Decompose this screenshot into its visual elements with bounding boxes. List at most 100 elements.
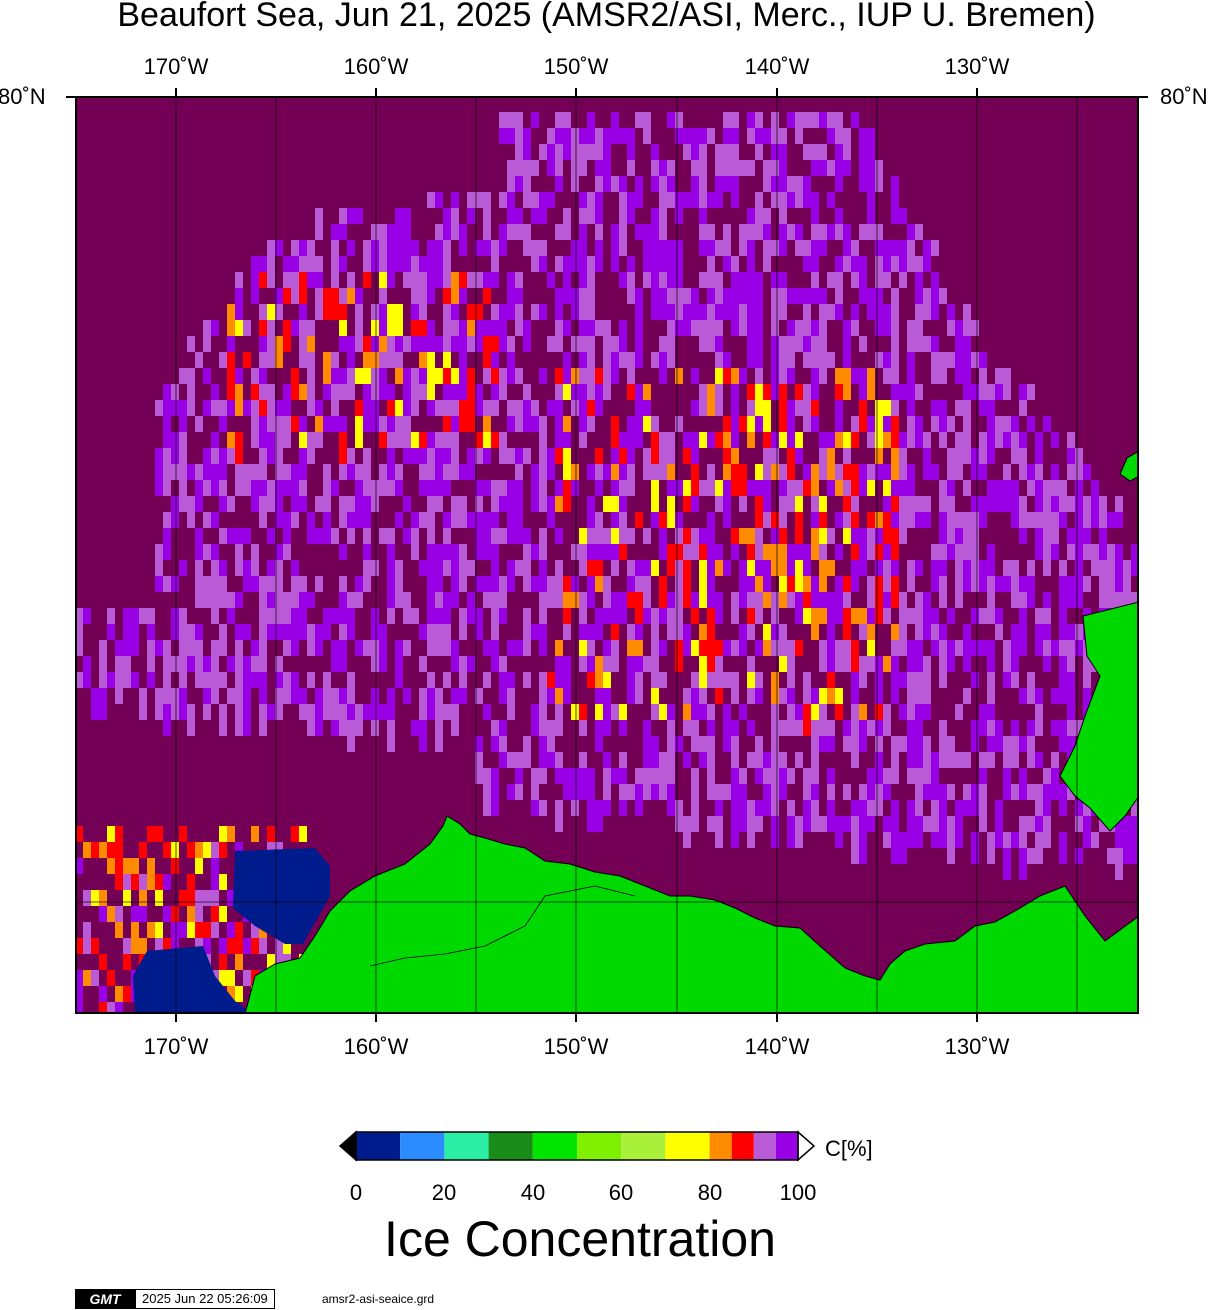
ice-pixel [571, 400, 579, 416]
ice-pixel [499, 576, 507, 608]
ice-pixel [851, 336, 859, 352]
ice-pixel [219, 704, 227, 736]
ice-pixel [907, 688, 915, 720]
ice-pixel [283, 256, 291, 272]
ice-pixel [443, 288, 451, 304]
ice-pixel [651, 448, 659, 464]
ice-pixel [1075, 640, 1083, 656]
ice-pixel [555, 688, 563, 704]
ice-pixel [235, 938, 243, 954]
ice-pixel [883, 368, 891, 384]
ice-pixel [771, 704, 779, 736]
ice-pixel [691, 496, 699, 512]
ice-pixel [651, 208, 659, 224]
ice-pixel [307, 448, 315, 464]
ice-pixel [795, 400, 803, 416]
ice-pixel [667, 176, 675, 192]
ice-pixel [435, 624, 443, 656]
ice-pixel [779, 272, 787, 288]
ice-pixel [459, 320, 467, 336]
ice-pixel [299, 208, 307, 224]
ice-pixel [691, 112, 699, 128]
ice-pixel [411, 240, 419, 256]
ice-pixel [555, 256, 563, 272]
ice-pixel [443, 640, 451, 656]
ice-pixel [643, 736, 651, 752]
ice-pixel [395, 704, 403, 720]
ice-pixel [83, 890, 91, 906]
ice-pixel [755, 208, 763, 224]
ice-pixel [699, 704, 707, 720]
ice-pixel [467, 336, 475, 352]
ice-pixel [771, 208, 779, 224]
ice-pixel [499, 608, 507, 624]
ice-pixel [371, 560, 379, 576]
ice-pixel [867, 656, 875, 672]
ice-pixel [395, 256, 403, 272]
ice-pixel [947, 752, 955, 768]
ice-pixel [531, 656, 539, 688]
ice-pixel [883, 320, 891, 336]
ice-pixel [571, 544, 579, 560]
ice-pixel [235, 640, 243, 656]
ice-pixel [675, 416, 683, 432]
ice-pixel [347, 720, 355, 752]
ice-pixel [675, 656, 683, 672]
ice-pixel [499, 144, 507, 176]
ice-pixel [683, 240, 691, 256]
ice-pixel [563, 704, 571, 736]
ice-pixel [971, 784, 979, 816]
ice-pixel [555, 528, 563, 544]
ice-pixel [211, 448, 219, 464]
ice-pixel [547, 752, 555, 768]
ice-pixel [331, 544, 339, 560]
ice-pixel [667, 640, 675, 656]
ice-pixel [507, 160, 515, 176]
ice-pixel [491, 272, 499, 288]
ice-pixel [699, 576, 707, 608]
ice-pixel [787, 416, 795, 448]
ice-pixel [403, 240, 411, 272]
ice-pixel [427, 272, 435, 304]
ice-pixel [211, 906, 219, 922]
ice-pixel [635, 672, 643, 688]
ice-pixel [507, 528, 515, 544]
ice-pixel [651, 688, 659, 704]
ice-pixel [83, 842, 91, 858]
ice-pixel [923, 256, 931, 272]
ice-pixel [275, 624, 283, 640]
ice-pixel [659, 192, 667, 208]
ice-pixel [963, 784, 971, 800]
ice-pixel [131, 874, 139, 890]
ice-pixel [195, 842, 203, 858]
ice-pixel [963, 336, 971, 352]
ice-pixel [555, 288, 563, 320]
ice-pixel [427, 688, 435, 704]
ice-pixel [763, 432, 771, 448]
ice-pixel [883, 720, 891, 736]
ice-pixel [163, 842, 171, 858]
ice-pixel [435, 464, 443, 496]
alaska-landmass [244, 815, 1139, 1014]
ice-pixel [619, 640, 627, 656]
ice-pixel [827, 448, 835, 480]
gmt-logo: GMT [75, 1289, 135, 1309]
ice-pixel [579, 416, 587, 432]
ice-pixel [323, 288, 331, 304]
ice-pixel [779, 688, 787, 704]
ice-pixel [331, 384, 339, 416]
ice-pixel [819, 320, 827, 352]
ice-pixel [251, 368, 259, 384]
ice-pixel [979, 608, 987, 624]
ice-pixel [203, 592, 211, 608]
ice-pixel [563, 480, 571, 496]
ice-pixel [259, 512, 267, 528]
ice-pixel [259, 448, 267, 480]
ice-pixel [595, 608, 603, 640]
ice-pixel [515, 640, 523, 656]
ice-pixel [907, 720, 915, 736]
ice-pixel [923, 816, 931, 832]
ice-pixel [227, 464, 235, 480]
ice-pixel [659, 576, 667, 592]
ice-pixel [699, 144, 707, 176]
